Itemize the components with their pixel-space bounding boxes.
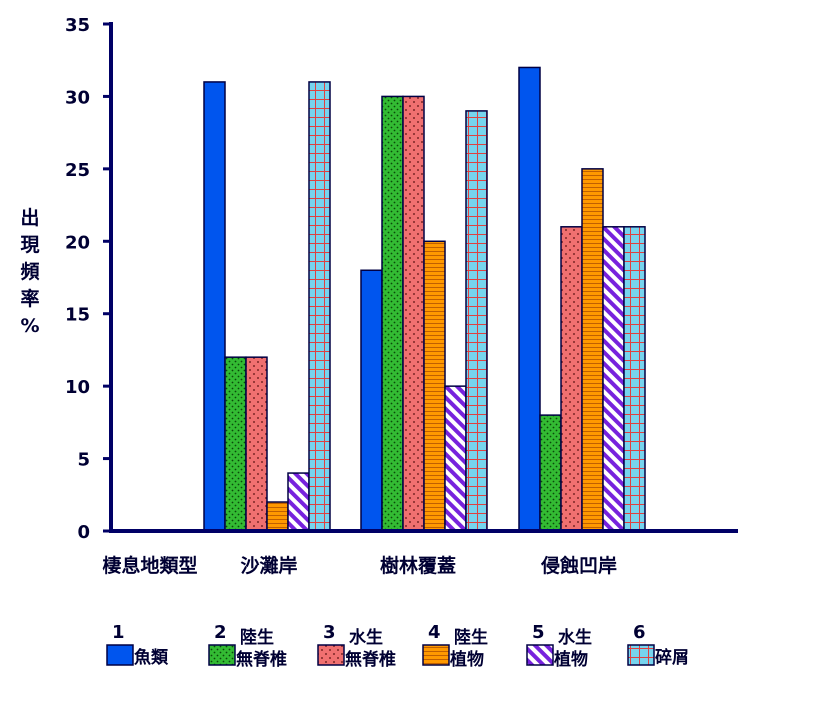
bar: [560, 226, 583, 532]
x-axis-labels: 棲息地類型 沙灘岸 樹林覆蓋 侵蝕凹岸: [102, 554, 617, 577]
y-tick-label: 35: [65, 15, 90, 36]
bar: [623, 226, 646, 532]
bar: [465, 110, 488, 532]
bar: [308, 81, 331, 532]
legend-number: 3: [323, 622, 336, 643]
legend-number: 4: [428, 622, 441, 643]
legend-swatch: [106, 644, 134, 666]
bar: [287, 472, 310, 532]
x-tick-label: 侵蝕凹岸: [540, 554, 617, 577]
y-axis-ticks: 0 5 10 15 20 25 30 35: [65, 15, 111, 543]
bar: [602, 226, 625, 532]
y-tick-label: 15: [65, 305, 90, 326]
bar: [203, 81, 226, 532]
legend-label: 植物: [554, 649, 588, 670]
y-tick-label: 30: [65, 87, 90, 108]
y-axis-label-char: 現: [20, 234, 39, 256]
bar: [518, 66, 541, 532]
legend-label: 碎屑: [655, 647, 689, 668]
legend-number: 1: [112, 622, 125, 643]
y-tick-label: 0: [77, 522, 90, 543]
y-tick-label: 10: [65, 377, 90, 398]
x-axis-title: 棲息地類型: [102, 554, 197, 577]
y-tick-label: 5: [77, 450, 90, 471]
legend-number: 5: [532, 622, 545, 643]
bar: [444, 385, 467, 532]
y-tick-label: 20: [65, 232, 90, 253]
legend-swatch: [627, 644, 655, 666]
legend-swatch: [526, 644, 554, 666]
bar: [381, 95, 404, 532]
axes: [109, 22, 738, 533]
legend-label: 陸生: [454, 627, 488, 648]
legend-label: 水生: [558, 627, 592, 648]
y-axis-label-char: %: [20, 315, 39, 337]
bars: [203, 66, 646, 532]
y-axis-label-char: 率: [20, 287, 39, 310]
bar: [402, 95, 425, 532]
legend-label: 陸生: [240, 627, 274, 648]
y-tick-label: 25: [65, 160, 90, 181]
y-axis-label-char: 出: [20, 206, 39, 229]
y-axis-label-char: 頻: [20, 260, 39, 283]
bar: [423, 240, 446, 532]
legend-label: 水生: [349, 627, 383, 648]
bar: [224, 356, 247, 532]
x-tick-label: 樹林覆蓋: [380, 554, 456, 577]
legend-number: 6: [633, 622, 646, 643]
x-tick-label: 沙灘岸: [240, 554, 297, 577]
bar: [266, 501, 289, 532]
bar: [245, 356, 268, 532]
legend-swatch: [422, 644, 450, 666]
bar: [581, 168, 604, 532]
legend-swatch: [317, 644, 345, 666]
legend-label: 無脊椎: [236, 649, 287, 670]
bar: [539, 414, 562, 532]
legend-label: 植物: [450, 649, 484, 670]
legend-label: 無脊椎: [345, 649, 396, 670]
legend-number: 2: [214, 622, 227, 643]
bar: [360, 269, 383, 532]
legend-swatch: [208, 644, 236, 666]
legend-label: 魚類: [134, 647, 169, 668]
